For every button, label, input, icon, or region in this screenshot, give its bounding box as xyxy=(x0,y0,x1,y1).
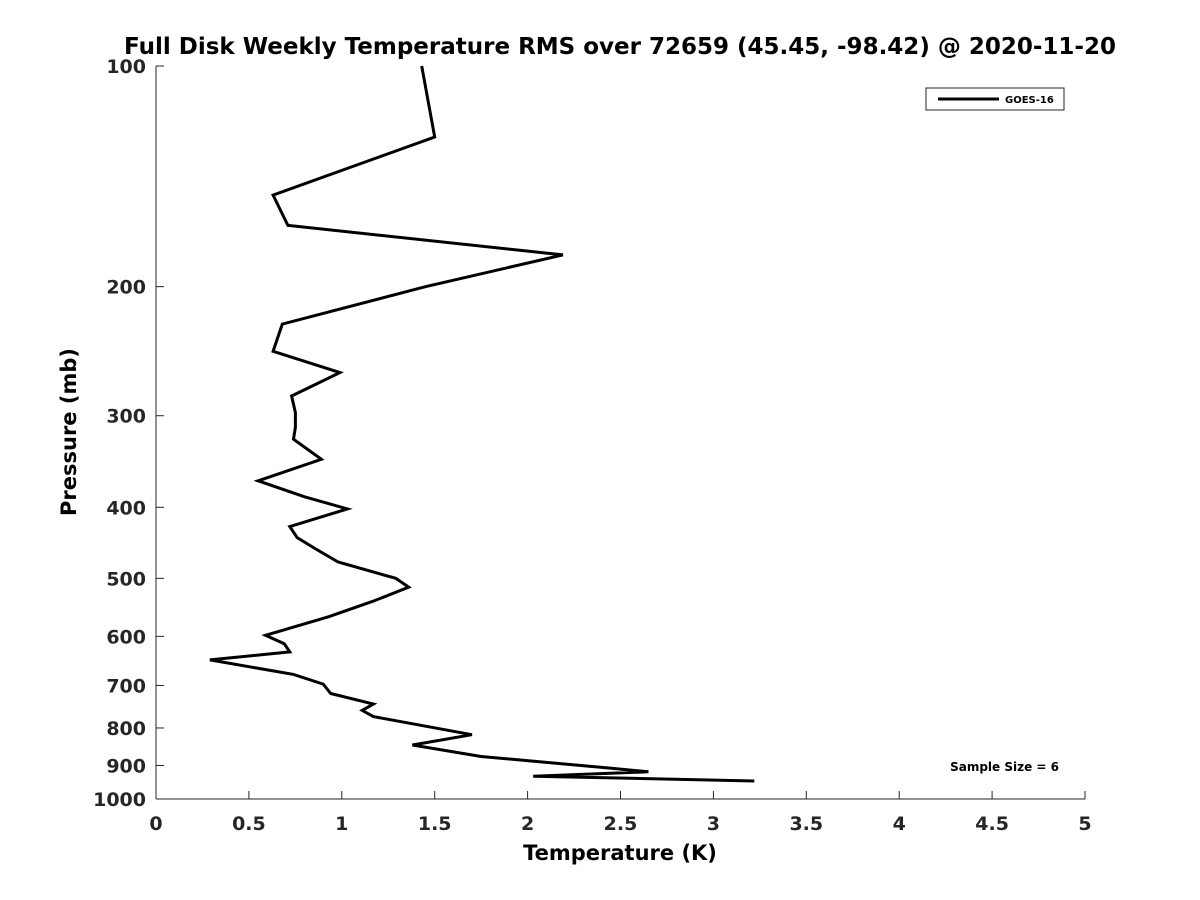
y-axis-ticks: 100 200 300 400 500 600 700 800 900 1000 xyxy=(93,56,164,811)
y-tick-label: 1000 xyxy=(93,789,146,811)
x-tick-label: 5 xyxy=(1078,813,1091,835)
x-tick-label: 4.5 xyxy=(975,813,1009,835)
y-tick-label: 400 xyxy=(106,497,146,519)
x-axis-label: Temperature (K) xyxy=(523,841,717,865)
x-tick-label: 3.5 xyxy=(789,813,823,835)
x-tick-label: 2 xyxy=(521,813,534,835)
x-tick-label: 4 xyxy=(893,813,906,835)
y-tick-label: 300 xyxy=(106,406,146,428)
legend-entry-goes16: GOES-16 xyxy=(1005,95,1054,106)
sample-size-annotation: Sample Size = 6 xyxy=(950,760,1059,774)
series-layer xyxy=(209,65,755,783)
x-tick-label: 1 xyxy=(335,813,348,835)
x-tick-label: 0 xyxy=(149,813,162,835)
x-tick-label: 1.5 xyxy=(418,813,452,835)
y-tick-label: 800 xyxy=(106,718,146,740)
x-axis-ticks: 0 0.5 1 1.5 2 2.5 3 3.5 4 4.5 5 xyxy=(149,791,1092,835)
x-tick-label: 2.5 xyxy=(604,813,638,835)
legend: GOES-16 xyxy=(925,87,1065,111)
y-tick-label: 100 xyxy=(106,56,146,78)
x-tick-label: 3 xyxy=(707,813,720,835)
series-line-goes-16 xyxy=(209,65,755,783)
x-tick-label: 0.5 xyxy=(232,813,266,835)
chart-title: Full Disk Weekly Temperature RMS over 72… xyxy=(124,34,1116,60)
y-tick-label: 900 xyxy=(106,755,146,777)
y-tick-label: 200 xyxy=(106,277,146,299)
y-tick-label: 700 xyxy=(106,675,146,697)
y-tick-label: 600 xyxy=(106,626,146,648)
y-axis-label: Pressure (mb) xyxy=(57,348,81,516)
y-tick-label: 500 xyxy=(106,568,146,590)
